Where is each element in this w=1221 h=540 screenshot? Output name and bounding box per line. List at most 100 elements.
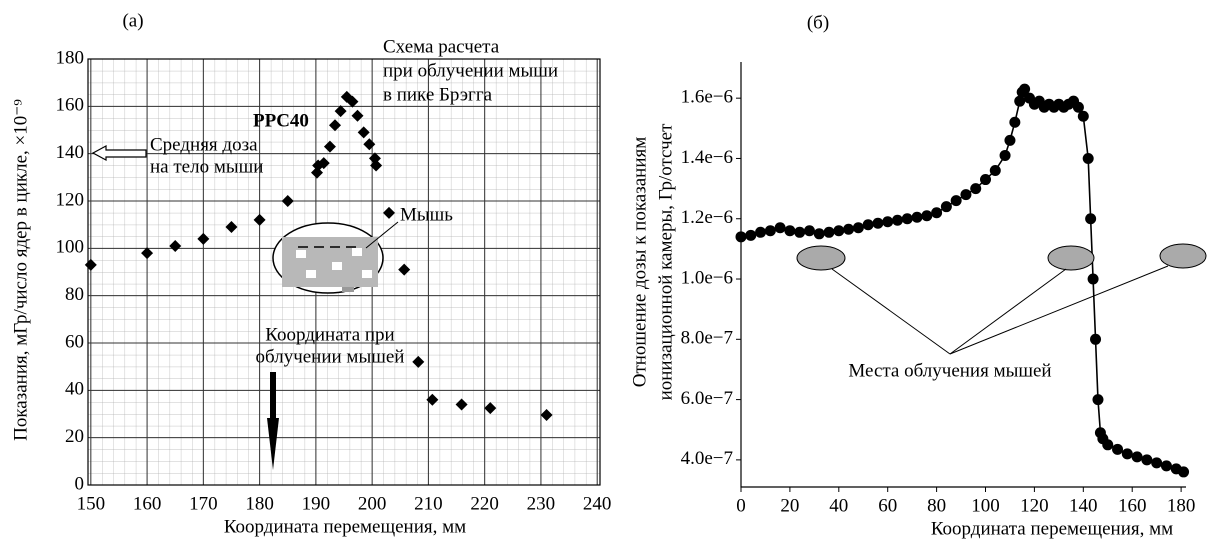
data-point: [1009, 116, 1021, 128]
voxel: [342, 287, 354, 292]
y-tick-label: 20: [65, 426, 84, 447]
data-point: [346, 95, 359, 108]
data-point: [1121, 448, 1133, 460]
data-point: [351, 109, 364, 122]
y-tick-label: 120: [56, 189, 85, 210]
annotation: Схема расчета: [383, 36, 500, 57]
y-tick-label: 1.0e−6: [681, 267, 733, 288]
mouse-place: [796, 245, 846, 271]
data-point: [334, 105, 347, 118]
data-point: [1092, 394, 1104, 406]
x-axis-label: Координата перемещения, мм: [931, 518, 1173, 539]
data-point: [784, 225, 796, 237]
annotation: в пике Брэгга: [383, 84, 493, 105]
x-tick-label: 180: [1167, 495, 1196, 516]
mouse-place: [1159, 243, 1207, 269]
data-point: [1141, 454, 1153, 466]
data-point: [1072, 101, 1084, 113]
annotation: облучении мышей: [256, 346, 405, 367]
y-tick-label: 80: [65, 284, 84, 305]
x-tick-label: 160: [1118, 495, 1147, 516]
dose-arrow: [91, 144, 147, 162]
annotation: Места облучения мышей: [848, 360, 1051, 381]
x-tick-label: 170: [189, 493, 218, 514]
panel: 4.0e−7 6.0e−7 8.0e−7 1.0e−6 1.2e−6 1.4e−6 1.6e…: [629, 12, 1195, 539]
annotation: Средняя доза: [150, 134, 258, 155]
y-tick-label: 8.0e−7: [681, 328, 733, 349]
x-tick-label: 120: [1020, 495, 1049, 516]
data-point: [901, 213, 913, 225]
data-point: [169, 239, 182, 252]
leader-line: [365, 221, 399, 249]
data-point: [1085, 213, 1097, 225]
data-point: [455, 398, 468, 411]
data-point: [1019, 83, 1031, 95]
y-axis-label: ионизационной камеры, Гр/отсчет: [655, 123, 676, 401]
data-point: [803, 225, 815, 237]
data-point: [412, 355, 425, 368]
x-tick-label: 150: [77, 493, 106, 514]
data-point: [317, 157, 330, 170]
data-point: [383, 206, 396, 219]
data-point: [833, 225, 845, 237]
y-tick-label: 0: [75, 473, 85, 494]
x-tick-label: 200: [358, 493, 387, 514]
y-tick-label: 180: [56, 47, 85, 68]
data-point: [745, 229, 757, 241]
y-tick-label: 1.6e−6: [681, 87, 733, 108]
data-point: [940, 201, 952, 213]
data-point: [253, 213, 266, 226]
y-axis-label: Отношение дозы к показаниям: [629, 137, 650, 388]
data-point: [823, 226, 835, 238]
data-point: [882, 216, 894, 228]
data-point: [363, 138, 376, 151]
mouse-voxels: [282, 237, 378, 287]
data-point: [950, 195, 962, 207]
data-point: [1160, 460, 1172, 472]
x-tick-label: 180: [245, 493, 274, 514]
data-point: [1102, 439, 1114, 451]
leader-line: [949, 268, 1067, 355]
data-point: [1112, 443, 1124, 455]
data-point: [370, 159, 383, 172]
panel: 0 20 40 60 80 100 120 140 160 180 150 160 170 180 190 2…: [10, 10, 611, 537]
data-point: [225, 221, 238, 234]
data-point: [323, 140, 336, 153]
data-point: [813, 228, 825, 240]
data-point: [872, 217, 884, 229]
position-arrow-head: [267, 418, 279, 470]
decorations: [91, 144, 1207, 470]
annotation: Координата при: [265, 324, 394, 345]
data-point: [911, 211, 923, 223]
data-point: [1014, 95, 1026, 107]
data-point: [1077, 110, 1089, 122]
data-point: [1082, 152, 1094, 164]
voxel: [296, 250, 306, 258]
x-tick-label: 210: [414, 493, 443, 514]
data-point: [328, 119, 341, 132]
data-point: [484, 402, 497, 415]
data-point: [84, 258, 97, 271]
y-tick-label: 60: [65, 331, 84, 352]
voxel: [306, 270, 316, 278]
data-point: [735, 231, 747, 243]
data-point: [774, 222, 786, 234]
y-tick-label: 1.4e−6: [681, 147, 733, 168]
data-point: [794, 226, 806, 238]
annotation: PPC40: [253, 110, 309, 131]
leader-line: [831, 268, 951, 355]
axes: [740, 62, 1186, 488]
data-point: [1090, 333, 1102, 345]
x-tick-label: 240: [583, 493, 612, 514]
annotation: на тело мыши: [150, 156, 263, 177]
data-point: [989, 165, 1001, 177]
data-point: [980, 174, 992, 186]
chart-title: (б): [807, 12, 829, 33]
data-point: [891, 214, 903, 226]
y-tick-label: 140: [56, 142, 85, 163]
data-point: [999, 149, 1011, 161]
data-point: [843, 223, 855, 235]
x-tick-label: 20: [780, 495, 799, 516]
y-tick-label: 4.0e−7: [681, 448, 733, 469]
voxel: [362, 270, 372, 278]
